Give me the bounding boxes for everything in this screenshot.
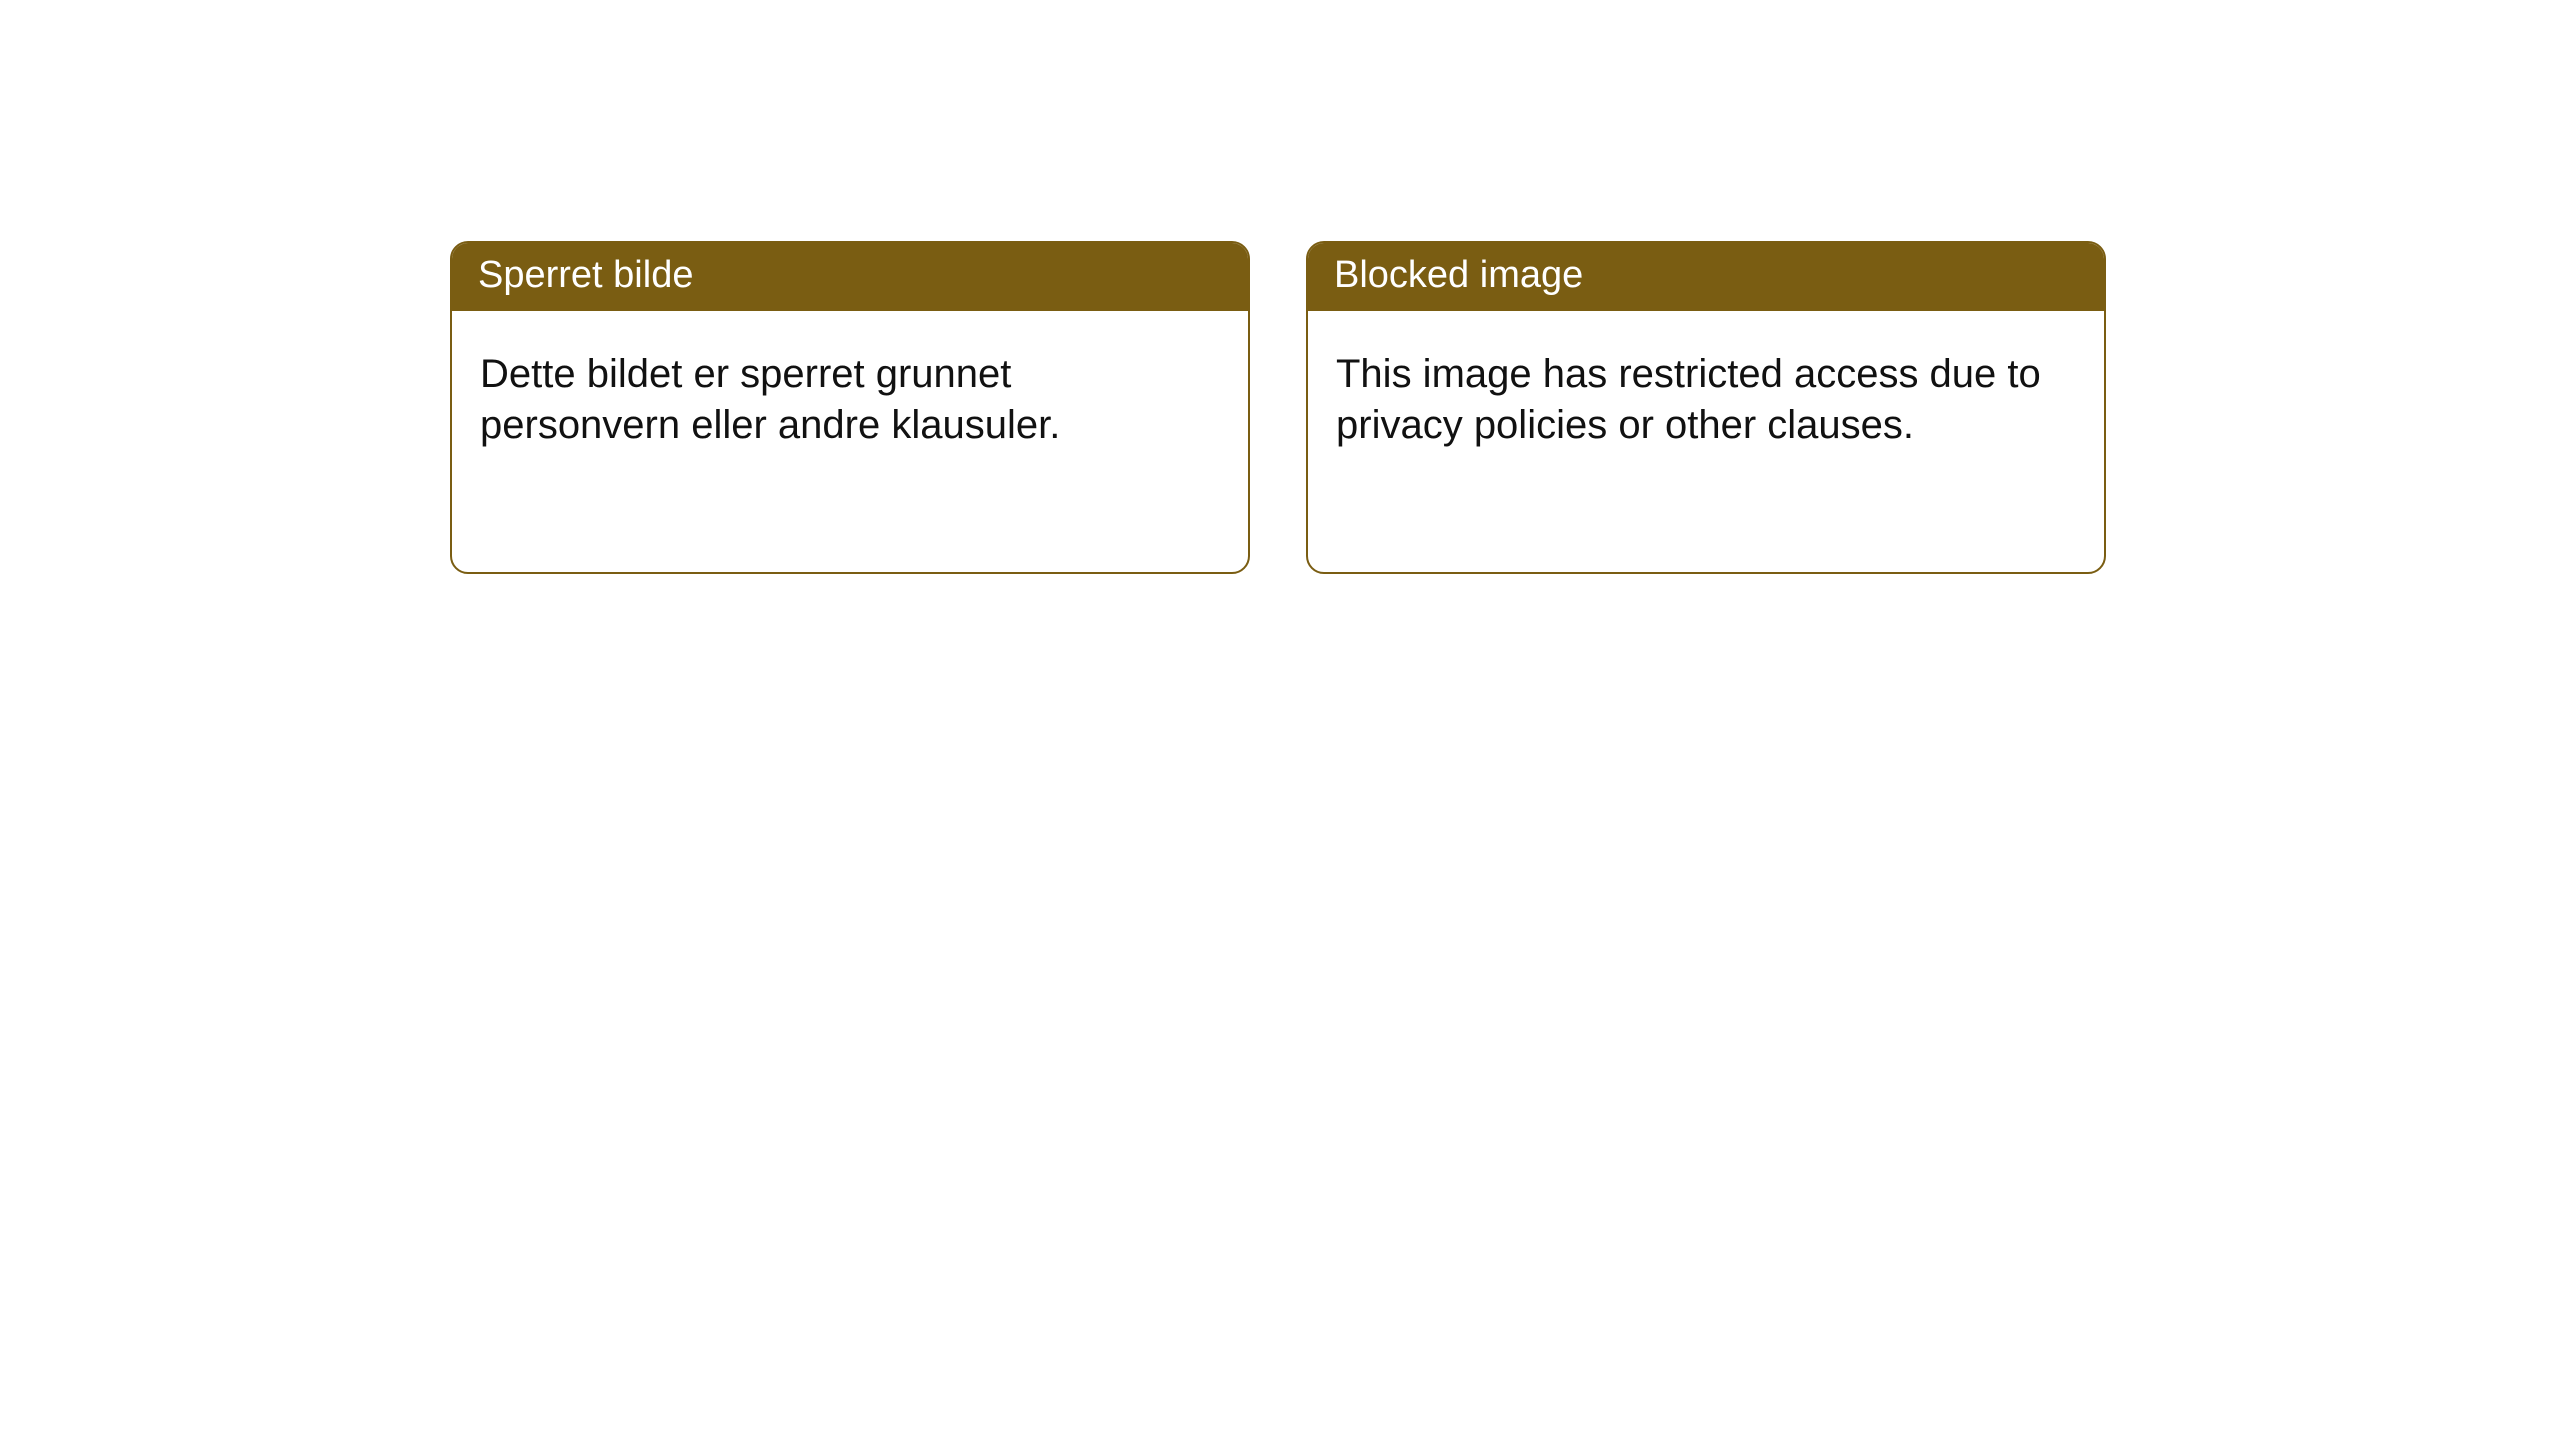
notice-body: This image has restricted access due to …	[1308, 311, 2104, 479]
notice-title: Blocked image	[1334, 254, 1583, 296]
notice-header: Sperret bilde	[452, 243, 1248, 311]
notice-card-norwegian: Sperret bilde Dette bildet er sperret gr…	[450, 241, 1250, 574]
notice-container: Sperret bilde Dette bildet er sperret gr…	[450, 241, 2106, 574]
notice-card-english: Blocked image This image has restricted …	[1306, 241, 2106, 574]
notice-body: Dette bildet er sperret grunnet personve…	[452, 311, 1248, 479]
notice-title: Sperret bilde	[478, 254, 693, 296]
notice-message: Dette bildet er sperret grunnet personve…	[480, 352, 1060, 447]
notice-message: This image has restricted access due to …	[1336, 352, 2041, 447]
notice-header: Blocked image	[1308, 243, 2104, 311]
